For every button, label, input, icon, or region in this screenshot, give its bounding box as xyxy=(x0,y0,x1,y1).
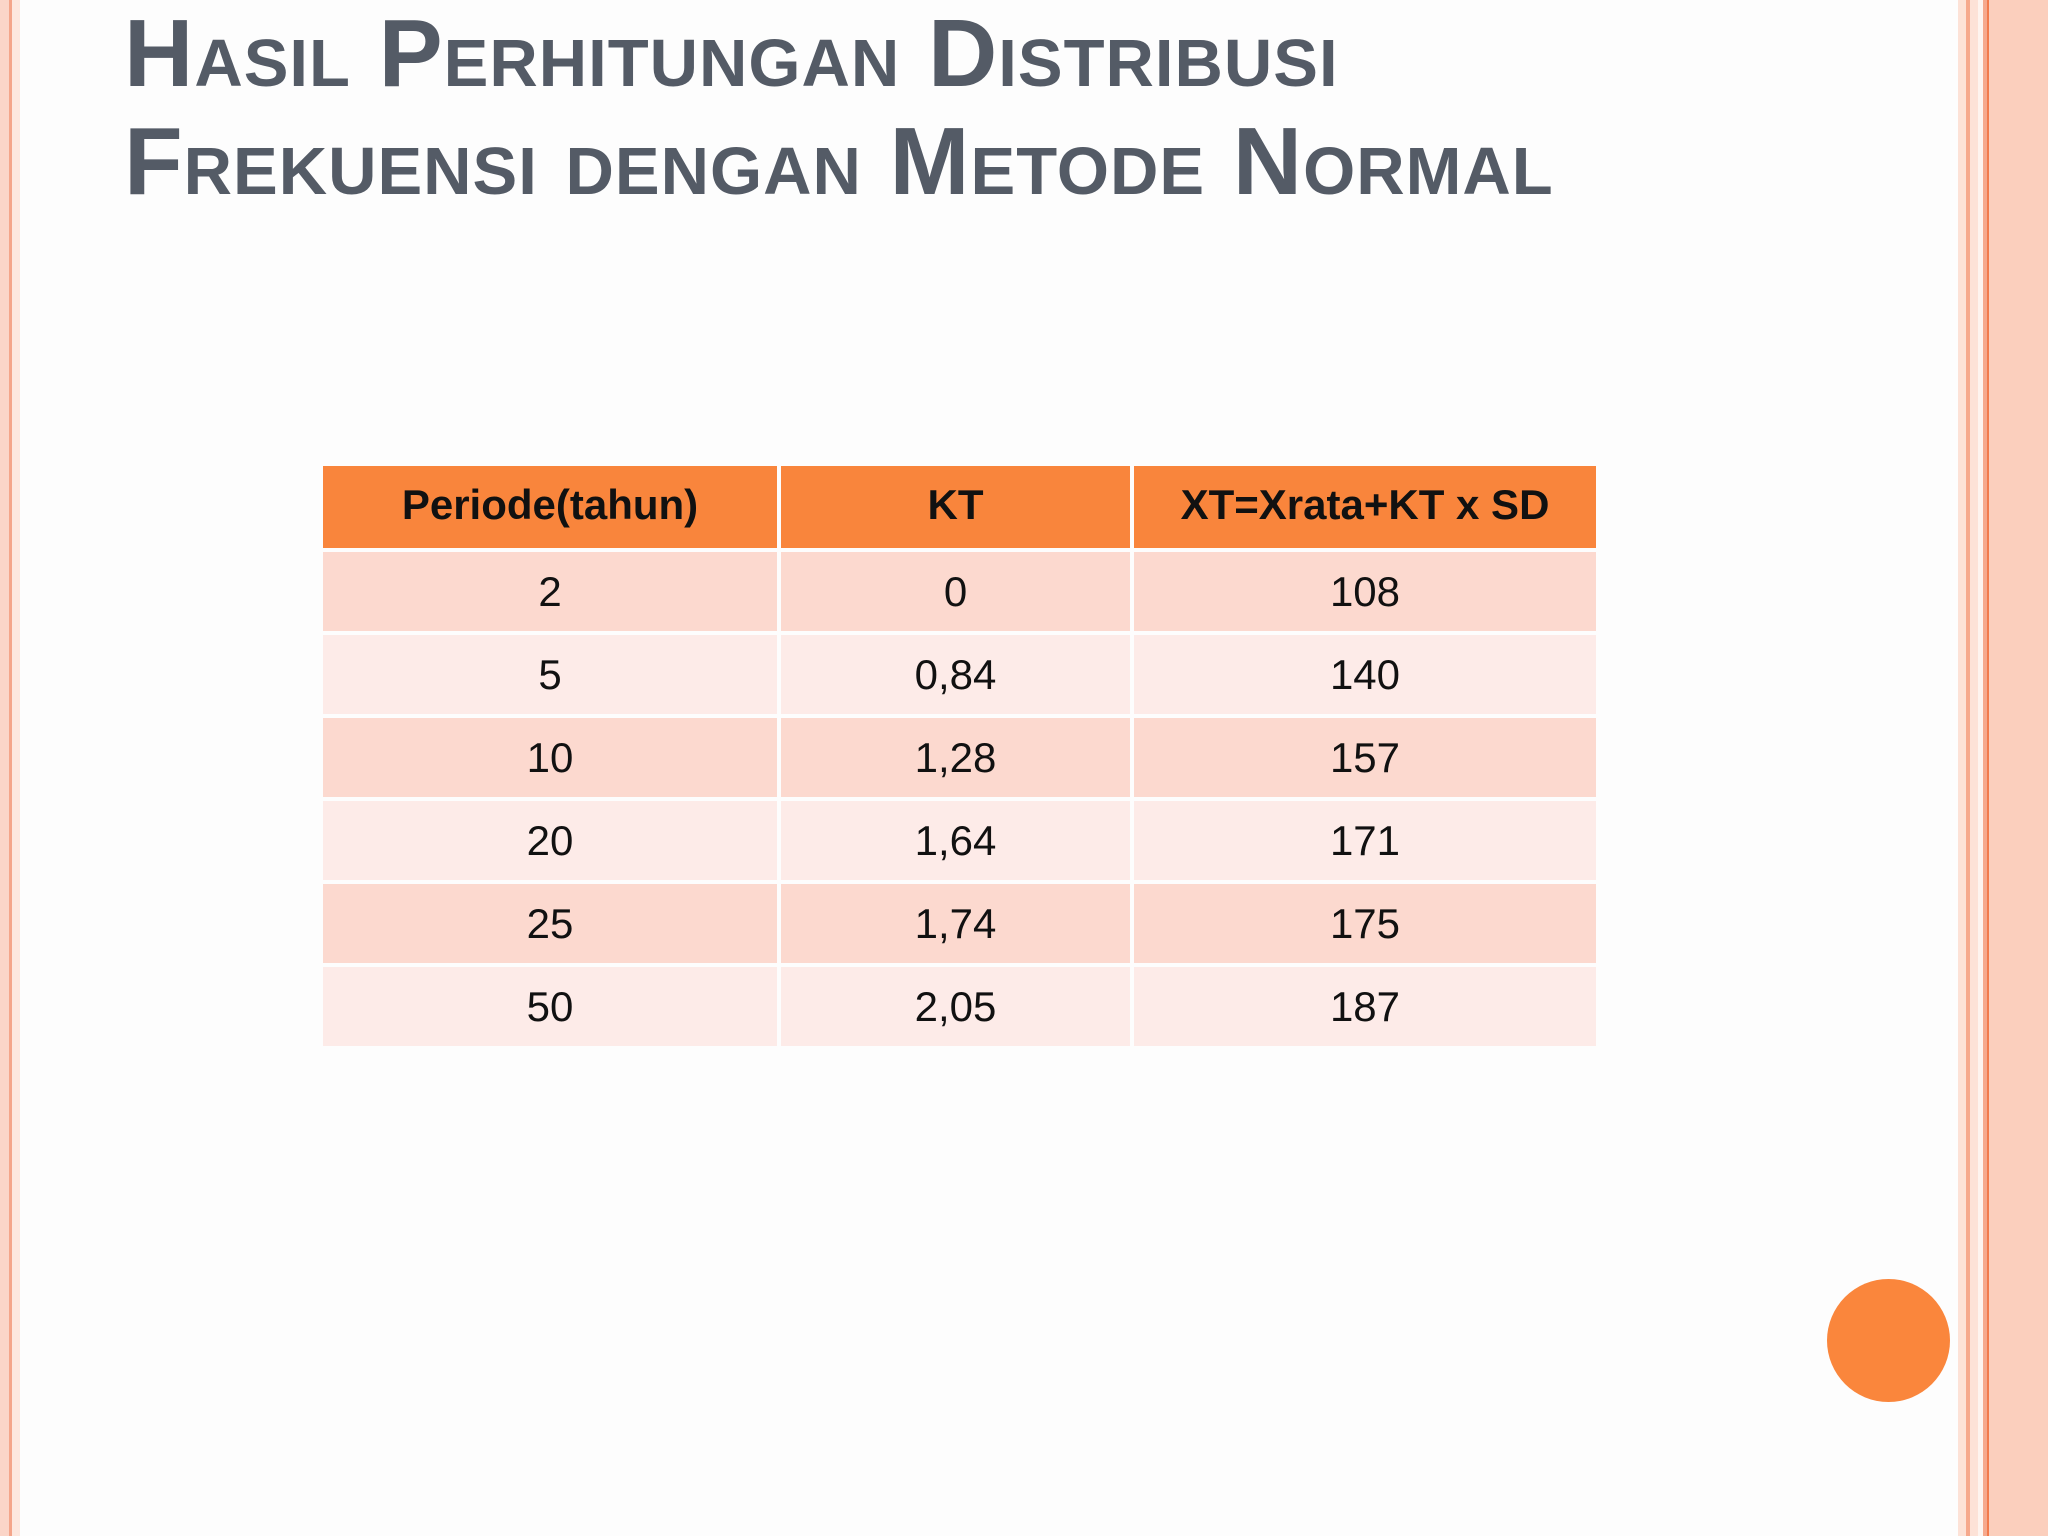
orange-circle-decoration xyxy=(1827,1279,1950,1402)
right-stripe-5 xyxy=(1983,0,1987,1536)
cell-kt: 0 xyxy=(781,552,1130,631)
right-stripe-4 xyxy=(1978,0,1983,1536)
cell-periode: 2 xyxy=(323,552,777,631)
table-row: 2 0 108 xyxy=(323,552,1596,631)
cell-xt: 108 xyxy=(1134,552,1596,631)
cell-xt: 187 xyxy=(1134,967,1596,1046)
cell-kt: 2,05 xyxy=(781,967,1130,1046)
header-xt: XT=Xrata+KT x SD xyxy=(1134,466,1596,548)
table-row: 25 1,74 175 xyxy=(323,884,1596,963)
cell-kt: 1,74 xyxy=(781,884,1130,963)
cell-kt: 1,28 xyxy=(781,718,1130,797)
cell-xt: 175 xyxy=(1134,884,1596,963)
right-stripe-6 xyxy=(1987,0,1989,1536)
cell-kt: 1,64 xyxy=(781,801,1130,880)
results-table: Periode(tahun) KT XT=Xrata+KT x SD 2 0 1… xyxy=(319,462,1600,1050)
cell-periode: 25 xyxy=(323,884,777,963)
table-header-row: Periode(tahun) KT XT=Xrata+KT x SD xyxy=(323,466,1596,548)
cell-xt: 171 xyxy=(1134,801,1596,880)
left-border-inner xyxy=(12,0,20,1536)
right-stripe-1 xyxy=(1958,0,1966,1536)
slide-title-line-2: Frekuensi dengan Metode Normal xyxy=(124,108,1554,215)
slide-title-line-1: Hasil Perhitungan Distribusi xyxy=(124,0,1339,107)
table-row: 20 1,64 171 xyxy=(323,801,1596,880)
slide-title: Hasil Perhitungan Distribusi Frekuensi d… xyxy=(124,0,1924,216)
cell-kt: 0,84 xyxy=(781,635,1130,714)
header-periode: Periode(tahun) xyxy=(323,466,777,548)
cell-periode: 10 xyxy=(323,718,777,797)
table-row: 5 0,84 140 xyxy=(323,635,1596,714)
table-row: 50 2,05 187 xyxy=(323,967,1596,1046)
cell-periode: 50 xyxy=(323,967,777,1046)
table-row: 10 1,28 157 xyxy=(323,718,1596,797)
cell-xt: 157 xyxy=(1134,718,1596,797)
cell-periode: 20 xyxy=(323,801,777,880)
left-border-decoration xyxy=(0,0,9,1536)
right-stripe-7 xyxy=(1989,0,2048,1536)
right-stripe-3 xyxy=(1970,0,1978,1536)
right-stripe-2 xyxy=(1966,0,1970,1536)
left-border-line xyxy=(9,0,12,1536)
header-kt: KT xyxy=(781,466,1130,548)
cell-xt: 140 xyxy=(1134,635,1596,714)
cell-periode: 5 xyxy=(323,635,777,714)
